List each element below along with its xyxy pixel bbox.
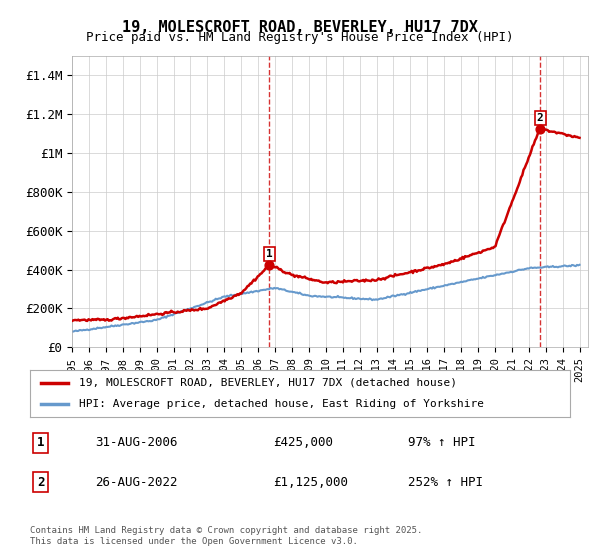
Text: £1,125,000: £1,125,000 (273, 475, 348, 488)
Text: 1: 1 (266, 249, 273, 259)
Text: 252% ↑ HPI: 252% ↑ HPI (408, 475, 483, 488)
Text: Price paid vs. HM Land Registry's House Price Index (HPI): Price paid vs. HM Land Registry's House … (86, 31, 514, 44)
Text: 19, MOLESCROFT ROAD, BEVERLEY, HU17 7DX: 19, MOLESCROFT ROAD, BEVERLEY, HU17 7DX (122, 20, 478, 35)
Text: 31-AUG-2006: 31-AUG-2006 (95, 436, 178, 449)
Text: HPI: Average price, detached house, East Riding of Yorkshire: HPI: Average price, detached house, East… (79, 399, 484, 409)
Text: 26-AUG-2022: 26-AUG-2022 (95, 475, 178, 488)
Text: 1: 1 (37, 436, 44, 449)
Text: Contains HM Land Registry data © Crown copyright and database right 2025.
This d: Contains HM Land Registry data © Crown c… (30, 526, 422, 546)
Point (265, 260, 274, 269)
Text: 2: 2 (537, 113, 544, 123)
Text: £425,000: £425,000 (273, 436, 333, 449)
Point (535, 124, 545, 133)
Text: 19, MOLESCROFT ROAD, BEVERLEY, HU17 7DX (detached house): 19, MOLESCROFT ROAD, BEVERLEY, HU17 7DX … (79, 378, 457, 388)
Text: 97% ↑ HPI: 97% ↑ HPI (408, 436, 476, 449)
Text: 2: 2 (37, 475, 44, 488)
